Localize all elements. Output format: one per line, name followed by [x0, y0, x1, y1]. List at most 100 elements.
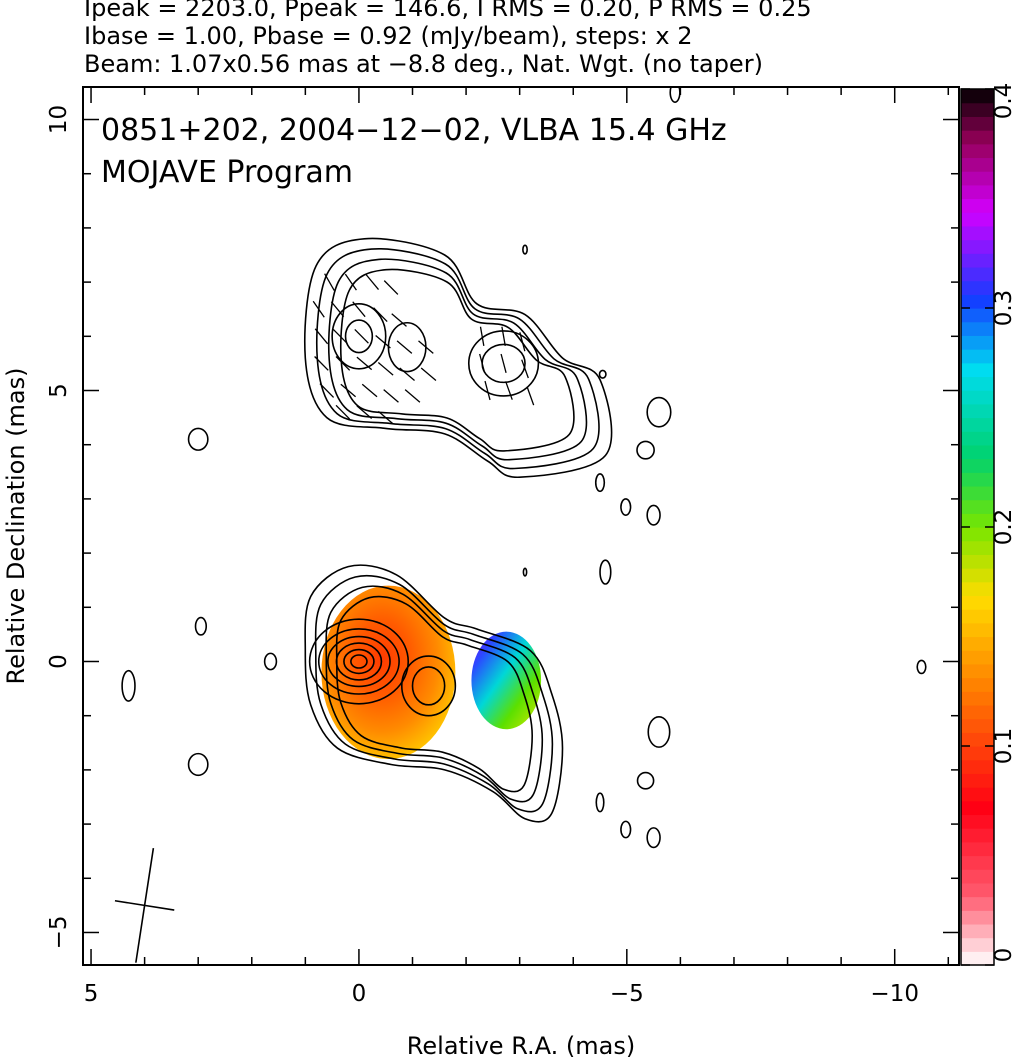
evpa-vector: [352, 301, 366, 318]
x-tick-label: −5: [610, 981, 644, 1007]
colorbar-swatch: [961, 636, 994, 651]
x-tick-label: 5: [84, 981, 99, 1007]
colorbar-swatch: [961, 869, 994, 884]
colorbar-swatch: [961, 718, 994, 733]
evpa-vector: [312, 300, 325, 318]
colorbar-swatch: [961, 732, 994, 747]
evpa-vector: [361, 383, 378, 398]
colorbar-swatch: [961, 280, 994, 295]
colorbar-swatch: [961, 444, 994, 460]
evpa-vector: [377, 410, 394, 425]
contour-island: [620, 820, 632, 839]
colorbar-swatch: [961, 130, 994, 145]
evpa-vector: [356, 405, 373, 419]
evpa-vector: [330, 301, 345, 318]
colorbar-swatch: [961, 499, 994, 514]
y-tick-label: 0: [46, 654, 72, 669]
colorbar-swatch: [961, 568, 994, 583]
contour-island: [636, 771, 655, 790]
contour-island: [636, 440, 655, 460]
contour-upper: [316, 248, 600, 470]
colorbar-swatch: [961, 157, 994, 172]
evpa-vector: [365, 274, 380, 290]
contour-island: [647, 715, 671, 748]
colorbar-swatch: [961, 321, 994, 336]
contour-level: [327, 635, 391, 688]
contour-upper: [304, 237, 613, 479]
contour-island: [620, 498, 632, 516]
contour-level: [343, 648, 375, 675]
contour-island: [121, 669, 136, 702]
contour-level: [350, 654, 368, 669]
header-line-1: Ipeak = 2203.0, Ppeak = 146.6, I RMS = 0…: [84, 0, 812, 22]
contour-level: [400, 655, 457, 717]
evpa-vector: [383, 389, 399, 403]
plot-frame: [82, 86, 960, 966]
colorbar-swatch: [961, 609, 994, 624]
colorbar-swatch: [961, 89, 994, 104]
chart-subtitle: MOJAVE Program: [101, 155, 354, 190]
colorbar-swatch: [961, 581, 994, 597]
colorbar-swatch: [961, 814, 994, 829]
colorbar-swatch: [961, 554, 994, 569]
colorbar-swatch: [961, 184, 994, 200]
colorbar-swatch: [961, 650, 994, 665]
contour-core: [304, 564, 564, 823]
contour-island: [522, 244, 528, 255]
chart-title: 0851+202, 2004−12−02, VLBA 15.4 GHz: [101, 113, 727, 148]
colorbar-swatch: [961, 485, 994, 501]
colorbar-swatch: [961, 595, 994, 610]
contour-island: [263, 652, 278, 671]
colorbar-swatch: [961, 349, 994, 364]
contour-level: [387, 321, 427, 373]
colorbar-swatch: [961, 403, 994, 419]
evpa-vector: [501, 326, 506, 347]
contour-level: [331, 302, 387, 370]
colorbar-tick-label: 0.1: [991, 728, 1017, 765]
colorbar-swatch: [961, 143, 994, 159]
colorbar-swatch: [961, 171, 994, 186]
evpa-vector: [335, 404, 351, 420]
evpa-vector: [391, 313, 407, 327]
colorbar-swatch: [961, 376, 994, 391]
colorbar-swatch: [961, 390, 994, 405]
beam-minor-axis: [114, 899, 175, 911]
colorbar-swatch: [961, 841, 994, 857]
polarization-blob: [471, 631, 542, 730]
colorbar-swatch: [961, 102, 994, 117]
contour-level: [308, 618, 410, 705]
evpa-vector: [335, 356, 351, 371]
evpa-vector: [344, 273, 357, 291]
evpa-vector: [505, 381, 513, 400]
colorbar-swatch: [961, 677, 994, 692]
colorbar-swatch: [961, 431, 994, 446]
y-tick-label: 5: [46, 383, 72, 398]
header-line-2: Ibase = 1.00, Pbase = 0.92 (mJy/beam), s…: [84, 22, 693, 50]
colorbar-swatch: [961, 787, 994, 802]
colorbar-swatch: [961, 198, 994, 213]
contour-island: [599, 559, 612, 585]
colorbar-swatch: [961, 335, 994, 350]
colorbar-swatch: [961, 253, 994, 268]
evpa-vector: [479, 353, 486, 373]
colorbar-swatch: [961, 212, 994, 227]
evpa-vector: [340, 383, 357, 398]
evpa-vector: [404, 389, 421, 403]
colorbar-swatch: [961, 239, 994, 254]
contour-island: [594, 473, 606, 493]
colorbar-swatch: [961, 308, 994, 323]
colorbar-swatch: [961, 362, 994, 378]
evpa-vector: [484, 380, 491, 401]
x-tick-label: −10: [870, 981, 919, 1007]
evpa-vector: [500, 353, 507, 373]
contour-island: [646, 504, 661, 526]
colorbar-swatch: [961, 266, 994, 282]
x-axis-label: Relative R.A. (mas): [407, 1032, 635, 1060]
evpa-vector: [356, 356, 373, 371]
evpa-vector: [324, 273, 335, 291]
y-axis-label: Relative Declination (mas): [2, 367, 30, 684]
contour-level: [335, 642, 383, 681]
contour-island: [598, 369, 607, 379]
colorbar-tick-label: 0.3: [991, 290, 1017, 327]
contour-level: [411, 666, 446, 706]
